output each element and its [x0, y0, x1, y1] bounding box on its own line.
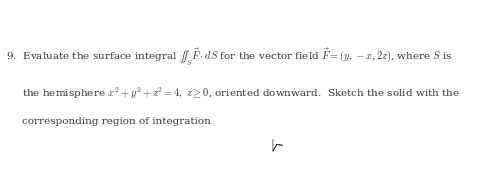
Text: 9.  Evaluate the surface integral $\iint_S \vec{F} \cdot dS$ for the vector fiel: 9. Evaluate the surface integral $\iint_…	[6, 47, 453, 68]
Text: corresponding region of integration: corresponding region of integration	[22, 117, 211, 126]
Polygon shape	[273, 139, 283, 151]
Text: the hemisphere $x^2 + y^2 + z^2 = 4,\; z \geq 0$, oriented downward.  Sketch the: the hemisphere $x^2 + y^2 + z^2 = 4,\; z…	[22, 85, 460, 100]
